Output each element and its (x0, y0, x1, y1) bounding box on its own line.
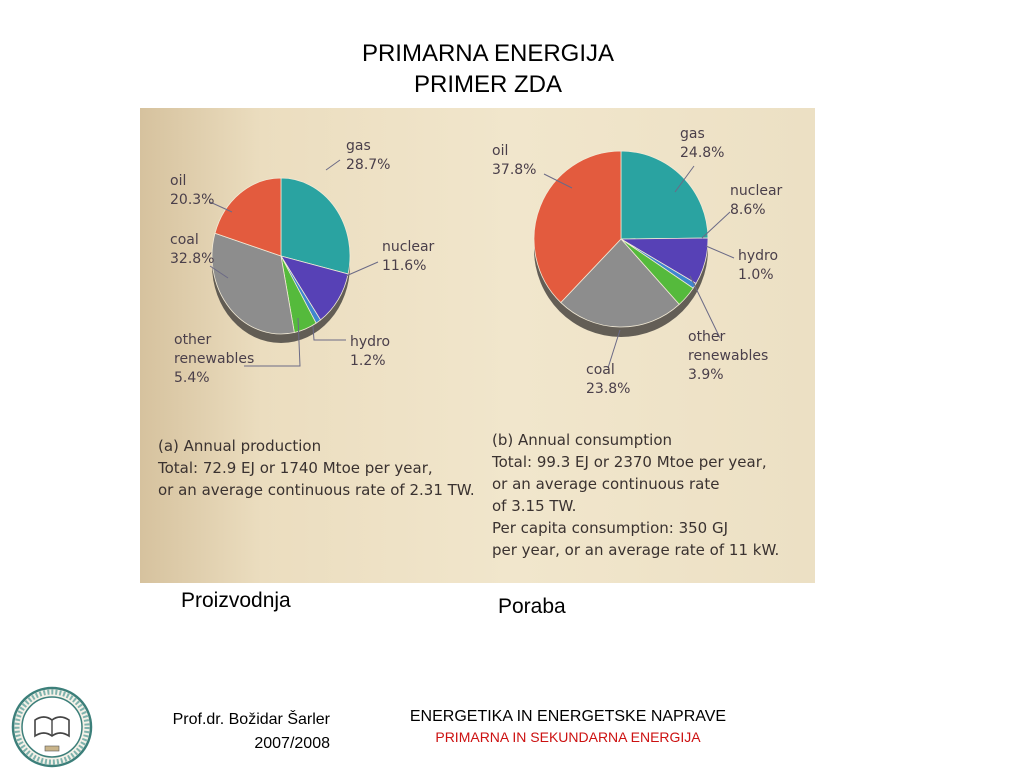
title-line-1: PRIMARNA ENERGIJA (361, 40, 615, 67)
course-subtitle: PRIMARNA IN SEKUNDARNA ENERGIJA (435, 729, 701, 745)
slice-label-other-renewables: other renewables 3.9% (688, 329, 768, 383)
production-label: Proizvodnja (181, 589, 291, 612)
slice-label-oil: oil 20.3% (170, 173, 214, 208)
pie-slice-gas (280, 177, 351, 275)
slice-label-oil: oil 37.8% (492, 143, 536, 178)
university-seal-logo (11, 686, 93, 768)
slice-label-coal: coal 23.8% (586, 362, 630, 397)
slide-title: PRIMARNA ENERGIJA PRIMER ZDA (288, 38, 688, 100)
pie-slice-coal (560, 238, 680, 328)
pie-slice-coal (211, 232, 295, 335)
caption-line: or an average continuous rate of 2.31 TW… (158, 481, 475, 499)
slice-label-coal: coal 32.8% (170, 232, 214, 267)
slice-label-hydro: hydro 1.0% (738, 248, 778, 283)
leader-line-other-renewables (689, 275, 721, 339)
pie-slice-gas (620, 150, 709, 240)
leader-line-other-renewables (244, 317, 301, 367)
slice-label-gas: gas 28.7% (346, 138, 390, 173)
pie-charts: gas 28.7% nuclear 11.6% hydro 1.2% other renewa… (170, 126, 783, 397)
academic-year: 2007/2008 (254, 735, 330, 752)
consumption-caption: (b) Annual consumption Total: 99.3 EJ or… (492, 429, 779, 561)
leader-line-nuclear (701, 211, 731, 239)
author-name: Prof.dr. Božidar Šarler (172, 711, 330, 728)
author-block: Prof.dr. Božidar Šarler 2007/2008 (173, 708, 330, 756)
leader-line-coal (607, 329, 621, 369)
caption-line: of 3.15 TW. (492, 497, 577, 515)
consumption-pie: gas 24.8%nuclear 8.6% hydro 1.0% other renewab… (492, 126, 783, 397)
course-title: ENERGETIKA IN ENERGETSKE NAPRAVE (409, 708, 727, 725)
production-pie: gas 28.7% nuclear 11.6% hydro 1.2% other renewa… (170, 138, 435, 386)
scanned-figure: gas 28.7% nuclear 11.6% hydro 1.2% other renewa… (140, 108, 815, 583)
pie-slice-oil (533, 150, 622, 304)
leader-line-gas (674, 165, 695, 193)
caption-line: (a) Annual production (158, 437, 322, 455)
leader-line-oil (543, 173, 573, 189)
slice-label-gas: gas 24.8% (680, 126, 724, 161)
caption-line: or an average continuous rate (492, 475, 720, 493)
leader-line-oil (209, 201, 233, 213)
production-caption: (a) Annual production Total: 72.9 EJ or … (158, 435, 475, 501)
slice-label-hydro: hydro 1.2% (350, 334, 390, 369)
slice-label-nuclear: nuclear 11.6% (382, 239, 435, 274)
pie-slice-oil (214, 177, 282, 257)
caption-line: per year, or an average rate of 11 kW. (492, 541, 780, 559)
caption-line: Total: 72.9 EJ or 1740 Mtoe per year, (158, 459, 433, 477)
slice-label-nuclear: nuclear 8.6% (730, 183, 783, 218)
slice-label-other-renewables: other renewables 5.4% (174, 332, 254, 386)
course-block: ENERGETIKA IN ENERGETSKE NAPRAVE PRIMARN… (368, 706, 768, 747)
leader-line-hydro (705, 245, 735, 259)
caption-line: Per capita consumption: 350 GJ (492, 519, 729, 537)
title-line-2: PRIMER ZDA (413, 71, 562, 98)
consumption-label: Poraba (498, 595, 566, 618)
caption-line: (b) Annual consumption (492, 431, 673, 449)
leader-line-gas (325, 159, 341, 171)
leader-line-nuclear (345, 261, 379, 277)
caption-line: Total: 99.3 EJ or 2370 Mtoe per year, (492, 453, 767, 471)
leader-line-coal (209, 265, 229, 279)
